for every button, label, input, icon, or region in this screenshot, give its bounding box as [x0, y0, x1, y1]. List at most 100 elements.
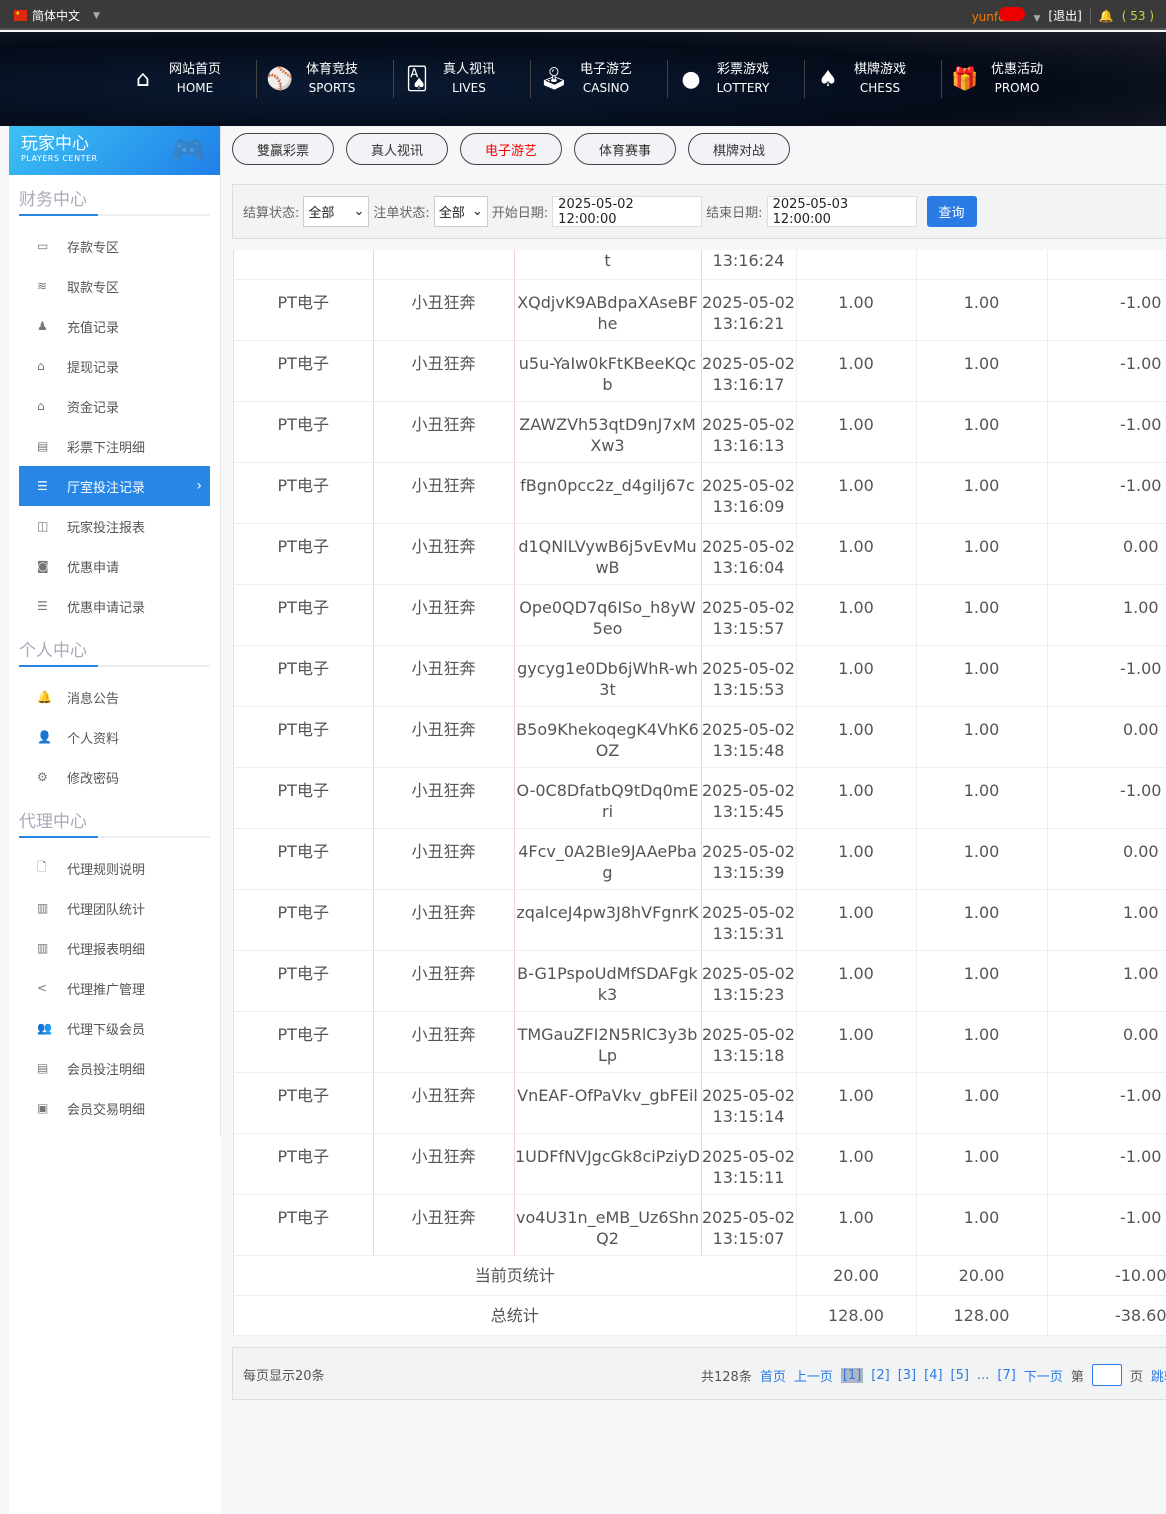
sidebar-item[interactable]: ▤ 彩票下注明细: [19, 426, 210, 466]
nav-item-home[interactable]: ⌂ 网站首页 HOME: [120, 60, 257, 98]
wallet-icon: ⌂: [37, 359, 45, 373]
prev-page-link[interactable]: 上一页: [793, 1369, 833, 1385]
bet-id-cell: 1UDFfNVJgcGk8ciPziyD: [514, 1133, 702, 1195]
sidebar-item-label: 充值记录: [67, 320, 120, 336]
nav-label: 体育竞技 SPORTS: [297, 60, 367, 98]
lottery-balls-icon: ●: [681, 66, 701, 92]
goto-page-input[interactable]: [1091, 1364, 1122, 1386]
game-cell: 小丑狂奔: [373, 279, 515, 341]
platform-cell: PT电子: [234, 523, 374, 585]
username: yunfe: [971, 10, 1006, 24]
nav-item-sports[interactable]: ⚾ 体育竞技 SPORTS: [257, 60, 394, 98]
sidebar-item[interactable]: ♟ 充值记录: [19, 306, 210, 346]
win-loss-cell: -1.00: [1047, 462, 1166, 524]
first-page-link[interactable]: 首页: [759, 1369, 786, 1385]
table-row: PT电子 小丑狂奔 1UDFfNVJgcGk8ciPziyD 2025-05-02 1…: [234, 1133, 1166, 1195]
bet-time-cell: 2025-05-02 13:16:17: [701, 340, 797, 402]
end-date-input[interactable]: 2025-05-03 12:00:00: [766, 196, 917, 227]
sidebar-item[interactable]: ▥ 代理报表明细: [19, 928, 210, 968]
user-menu[interactable]: yunfe ▼: [971, 7, 1040, 24]
sidebar-item-label: 优惠申请: [67, 560, 120, 576]
sidebar-item[interactable]: ⌂ 资金记录: [19, 386, 210, 426]
sidebar-item[interactable]: ▭ 存款专区: [19, 226, 210, 266]
valid-amount-cell: 1.00: [916, 1072, 1048, 1134]
logout-link[interactable]: [退出]: [1048, 9, 1082, 23]
bet-records-table: t 13:16:24 PT电子 小丑狂奔 XQdjvK9ABdpaXAseBFhe 202…: [233, 250, 1166, 1336]
platform-cell: PT电子: [234, 1011, 374, 1073]
valid-amount-cell: 1.00: [916, 1011, 1048, 1073]
settle-status-select[interactable]: 全部 ⌄: [303, 196, 370, 227]
goto-suffix: 页: [1129, 1369, 1143, 1385]
sidebar-item[interactable]: ▤ 会员投注明细: [19, 1048, 210, 1088]
page-link[interactable]: [7]: [997, 1367, 1016, 1383]
tab-2[interactable]: 电子游艺: [460, 133, 562, 165]
chevron-down-icon: ⌄: [471, 204, 483, 219]
sidebar-item-label: 代理团队统计: [67, 902, 146, 918]
sidebar-item[interactable]: ☰ 优惠申请记录: [19, 586, 210, 626]
page-link[interactable]: [4]: [924, 1367, 943, 1383]
gift-icon: 🎁: [951, 66, 979, 92]
nav-label: 棋牌游戏 CHESS: [845, 60, 915, 98]
total-count: 共128条: [701, 1369, 752, 1385]
nav-label-cn: 电子游艺: [579, 62, 632, 77]
page-link[interactable]: [5]: [950, 1367, 969, 1383]
sidebar-item-label: 提现记录: [67, 360, 120, 376]
platform-cell: PT电子: [234, 828, 374, 890]
coupon-icon: ◙: [37, 559, 49, 573]
start-date-input[interactable]: 2025-05-02 12:00:00: [552, 196, 703, 227]
sidebar-item[interactable]: ⌂ 提现记录: [19, 346, 210, 386]
sidebar-item[interactable]: ≋ 取款专区: [19, 266, 210, 306]
game-cell: 小丑狂奔: [373, 401, 515, 463]
sidebar-item-label: 存款专区: [67, 240, 120, 256]
nav-label-en: SPORTS: [308, 81, 356, 95]
valid-amount-cell: 1.00: [916, 1194, 1048, 1256]
nav-item-casino[interactable]: 🕹 电子游艺 CASINO: [531, 60, 668, 98]
nav-item-promo[interactable]: 🎁 优惠活动 PROMO: [942, 60, 1079, 98]
nav-item-lives[interactable]: 🂡 真人视讯 LIVES: [394, 60, 531, 98]
bet-status-select[interactable]: 全部 ⌄: [433, 196, 488, 227]
nav-item-lottery[interactable]: ● 彩票游戏 LOTTERY: [668, 60, 805, 98]
sidebar-item[interactable]: ◙ 优惠申请: [19, 546, 210, 586]
gamepad-icon: 🎮: [171, 134, 206, 167]
main-nav: ⌂ 网站首页 HOME ⚾ 体育竞技 SPORTS 🂡 真人视讯 LIVES 🕹 电子游艺 CASIN…: [0, 32, 1166, 126]
win-loss-cell: -1.00: [1047, 1194, 1166, 1256]
table-row: PT电子 小丑狂奔 u5u-YaIw0kFtKBeeKQcb 2025-05-02 1…: [234, 340, 1166, 402]
bet-amount-cell: 1.00: [796, 767, 917, 829]
sidebar-item[interactable]: 👥 代理下级会员: [19, 1008, 210, 1048]
platform-cell: PT电子: [234, 340, 374, 402]
nav-label-en: CHESS: [859, 81, 901, 95]
table-row: PT电子 小丑狂奔 B5o9KhekoqegK4VhK6OZ 2025-05-02 1…: [234, 706, 1166, 768]
sidebar-item[interactable]: ▥ 代理团队统计: [19, 888, 210, 928]
bet-id-cell: B-G1PspoUdMfSDAFgkk3: [514, 950, 702, 1012]
tab-4[interactable]: 棋牌对战: [688, 133, 790, 165]
page-link[interactable]: [1]: [840, 1367, 864, 1383]
message-count[interactable]: ( 53 ): [1121, 8, 1154, 23]
sidebar-item[interactable]: ◫ 玩家投注报表: [19, 506, 210, 546]
sidebar-item[interactable]: 👤 个人资料: [19, 717, 210, 757]
language-selector[interactable]: 简体中文 ▼: [14, 7, 100, 24]
page-link[interactable]: [3]: [897, 1367, 917, 1383]
win-loss-cell: -1.00: [1047, 645, 1166, 707]
tab-3[interactable]: 体育赛事: [574, 133, 676, 165]
sidebar-item[interactable]: 🔔 消息公告: [19, 677, 210, 717]
page-link[interactable]: [2]: [871, 1367, 890, 1383]
tab-1[interactable]: 真人视讯: [346, 133, 448, 165]
sidebar-item[interactable]: ▣ 会员交易明细: [19, 1088, 210, 1128]
nav-item-chess[interactable]: ♠ 棋牌游戏 CHESS: [805, 60, 942, 98]
valid-amount-cell: 1.00: [916, 828, 1048, 890]
valid-amount-cell: 1.00: [916, 706, 1048, 768]
sidebar-item[interactable]: 🗋 代理规则说明: [19, 848, 210, 888]
game-cell: 小丑狂奔: [373, 584, 515, 646]
query-button[interactable]: 查询: [926, 196, 977, 227]
tab-0[interactable]: 雙贏彩票: [232, 133, 334, 165]
next-page-link[interactable]: 下一页: [1023, 1369, 1063, 1385]
win-loss-cell: -1.00: [1047, 340, 1166, 402]
bell-icon[interactable]: 🔔: [1098, 8, 1114, 23]
sidebar-item[interactable]: ☰ 厅室投注记录 ›: [19, 466, 210, 506]
sidebar-item[interactable]: ⚙ 修改密码: [19, 757, 210, 797]
jump-button[interactable]: 跳转: [1150, 1369, 1166, 1385]
sidebar-item[interactable]: < 代理推广管理: [19, 968, 210, 1008]
table-row: PT电子 小丑狂奔 B-G1PspoUdMfSDAFgkk3 2025-05-02 1…: [234, 950, 1166, 1012]
table-row: PT电子 小丑狂奔 4Fcv_0A2BIe9JAAePbag 2025-05-02 1…: [234, 828, 1166, 890]
sidebar-item-label: 彩票下注明细: [67, 440, 146, 456]
